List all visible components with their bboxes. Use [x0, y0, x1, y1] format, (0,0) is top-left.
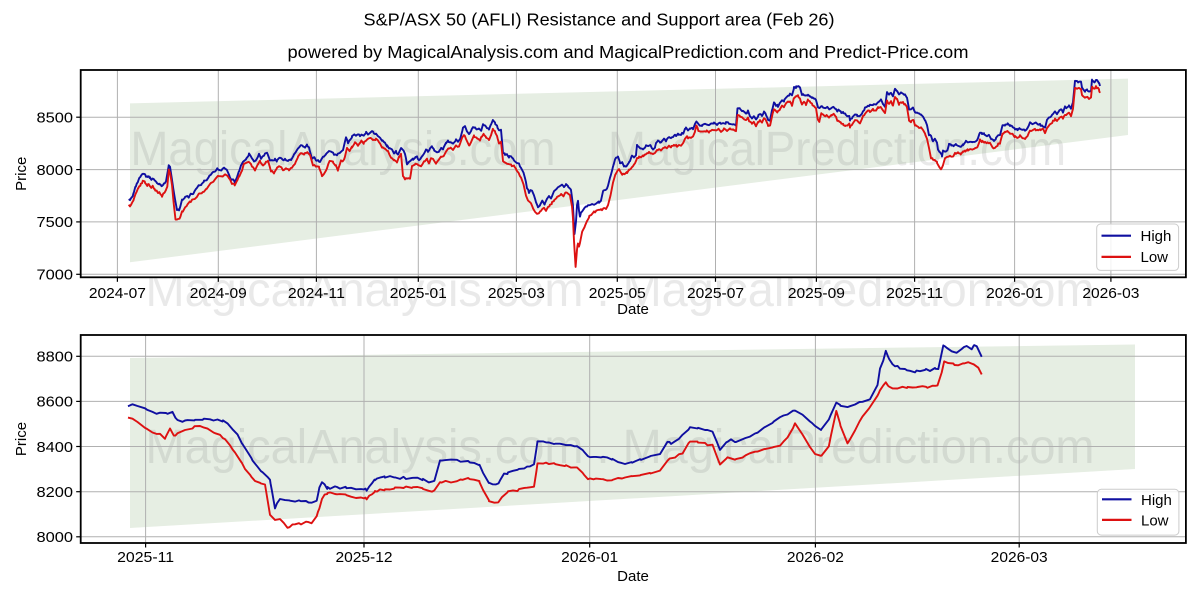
svg-text:2025-05: 2025-05: [589, 285, 646, 302]
svg-text:2025-01: 2025-01: [390, 285, 447, 302]
svg-text:Date: Date: [617, 568, 649, 585]
svg-text:2026-02: 2026-02: [787, 549, 844, 566]
svg-text:8200: 8200: [37, 484, 74, 501]
svg-text:2024-09: 2024-09: [190, 285, 247, 302]
svg-text:High: High: [1141, 492, 1172, 509]
svg-text:Low: Low: [1141, 249, 1169, 266]
svg-text:8000: 8000: [37, 162, 74, 179]
svg-text:MagicalPrediction.com: MagicalPrediction.com: [608, 123, 1066, 176]
svg-text:powered by MagicalAnalysis.com: powered by MagicalAnalysis.com and Magic…: [288, 42, 969, 62]
svg-text:2025-09: 2025-09: [788, 285, 845, 302]
svg-text:7500: 7500: [37, 214, 74, 231]
svg-text:Price: Price: [13, 422, 30, 456]
svg-text:2026-01: 2026-01: [561, 549, 618, 566]
svg-text:2026-03: 2026-03: [1082, 285, 1139, 302]
svg-text:Low: Low: [1141, 512, 1169, 529]
svg-text:2025-11: 2025-11: [117, 549, 174, 566]
svg-text:2024-11: 2024-11: [288, 285, 345, 302]
svg-text:8600: 8600: [37, 394, 74, 411]
svg-text:High: High: [1141, 228, 1172, 245]
svg-text:2025-07: 2025-07: [687, 285, 744, 302]
svg-text:2025-12: 2025-12: [336, 549, 393, 566]
svg-text:2026-03: 2026-03: [991, 549, 1048, 566]
svg-text:8800: 8800: [37, 349, 74, 366]
svg-text:8000: 8000: [37, 529, 74, 546]
svg-text:2024-07: 2024-07: [89, 285, 146, 302]
svg-text:2025-11: 2025-11: [886, 285, 943, 302]
svg-text:8400: 8400: [37, 439, 74, 456]
svg-text:Date: Date: [617, 301, 649, 318]
svg-text:2025-03: 2025-03: [488, 285, 545, 302]
svg-text:Price: Price: [13, 157, 30, 191]
svg-text:8500: 8500: [37, 110, 74, 127]
svg-text:S&P/ASX 50 (AFLI) Resistance a: S&P/ASX 50 (AFLI) Resistance and Support…: [364, 9, 835, 29]
svg-text:7000: 7000: [37, 267, 74, 284]
svg-text:MagicalAnalysis.com . MagicalP: MagicalAnalysis.com . MagicalPrediction.…: [146, 421, 1095, 474]
svg-text:2026-01: 2026-01: [986, 285, 1043, 302]
